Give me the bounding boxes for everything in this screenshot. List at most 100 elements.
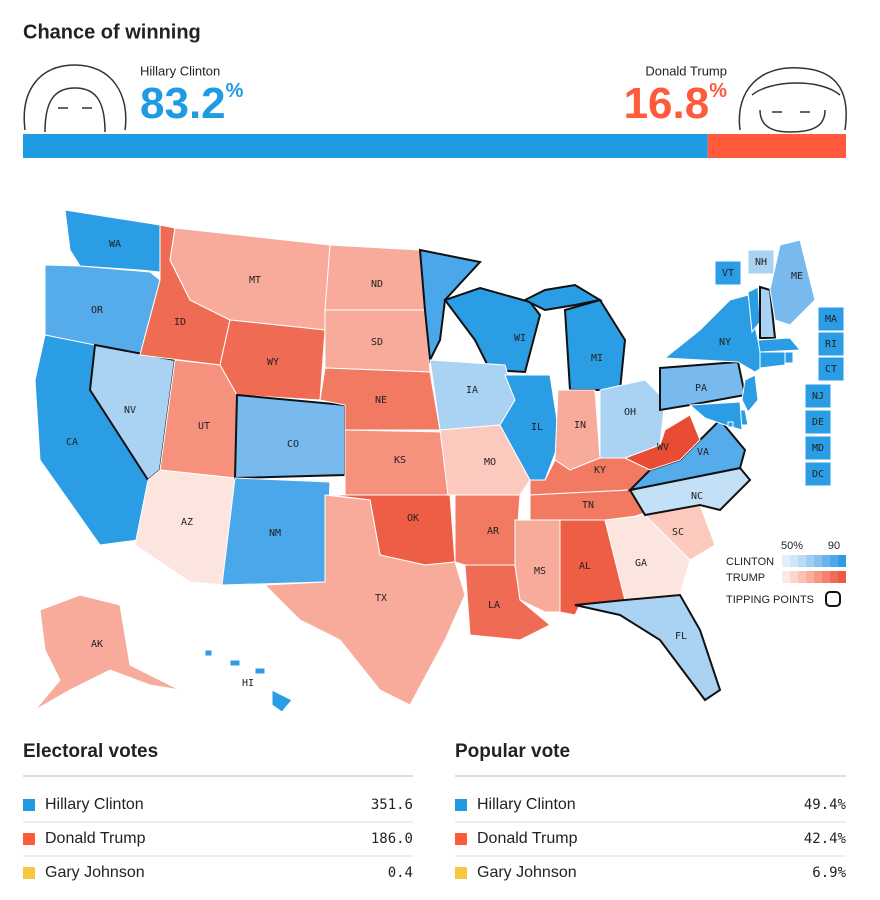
title: Chance of winning <box>23 21 201 43</box>
row-value: 186.0 <box>371 831 413 847</box>
row-value: 42.4% <box>804 831 847 847</box>
state-label: AR <box>487 526 500 537</box>
state-shape <box>439 424 531 496</box>
state-label: AK <box>91 639 103 650</box>
state: MO <box>439 424 531 496</box>
row-value: 49.4% <box>804 797 847 813</box>
chance-number: 83.2 <box>140 79 226 128</box>
state-shape <box>263 494 466 706</box>
row-swatch <box>23 833 35 845</box>
chance-unit: % <box>709 80 727 102</box>
legend-swatch <box>782 555 790 567</box>
state-label: MO <box>484 457 496 468</box>
state: NJ <box>741 374 832 413</box>
state-label: KY <box>594 465 606 476</box>
state: CT <box>759 351 845 382</box>
row-swatch <box>23 867 35 879</box>
row-name: Donald Trump <box>477 830 578 847</box>
state-shape <box>233 393 346 480</box>
state-label: TN <box>582 500 594 511</box>
chance-segment <box>23 134 708 158</box>
state-label: KS <box>394 455 406 466</box>
state-box <box>817 306 845 332</box>
state-label: SD <box>371 337 383 348</box>
state-shape <box>418 248 482 364</box>
state-shape <box>34 594 181 711</box>
state: WA <box>64 209 161 273</box>
state-label: NJ <box>812 391 824 402</box>
state-label: HI <box>242 678 254 689</box>
state-label: WI <box>514 333 526 344</box>
legend-swatch <box>838 571 846 583</box>
state: NH <box>747 249 777 339</box>
state: RI <box>784 331 845 364</box>
state-shape <box>204 649 213 657</box>
state-shape <box>759 351 786 369</box>
state-label: MT <box>249 275 261 286</box>
state-shape <box>324 244 426 311</box>
state-label: NY <box>719 337 731 348</box>
state-label: TX <box>375 593 387 604</box>
state: IA <box>429 359 516 431</box>
chance-unit: % <box>226 80 244 102</box>
state-label: OH <box>624 407 636 418</box>
state: GA <box>604 514 691 601</box>
state-label: WV <box>657 442 669 453</box>
state-box <box>817 331 845 357</box>
row-value: 351.6 <box>371 797 413 813</box>
legend-tipping-box <box>825 591 841 607</box>
chance-segment <box>707 134 846 158</box>
state-shape <box>769 239 816 326</box>
state-shape <box>623 414 701 471</box>
state-label: IN <box>574 420 586 431</box>
legend-low: 50% <box>781 540 803 552</box>
candidate-name: Hillary Clinton <box>140 63 220 78</box>
table-title: Electoral votes <box>23 741 158 762</box>
state-shape <box>759 285 777 339</box>
state: PA <box>659 360 747 412</box>
state-shape <box>727 421 734 428</box>
state-box <box>747 249 775 275</box>
state: HI <box>204 649 293 713</box>
state-label: ND <box>371 279 383 290</box>
state: FL <box>574 593 722 702</box>
state: DE <box>737 409 832 435</box>
state-label: WY <box>267 357 279 368</box>
state-label: SC <box>672 527 684 538</box>
state: MI <box>522 283 627 391</box>
state-label: WA <box>109 239 121 250</box>
row-name: Gary Johnson <box>477 864 577 881</box>
legend-swatch <box>822 555 830 567</box>
legend-swatch <box>782 571 790 583</box>
row-value: 0.4 <box>388 865 413 881</box>
state-label: UT <box>198 421 210 432</box>
row-swatch <box>455 867 467 879</box>
state-shape <box>563 298 627 391</box>
state-label: PA <box>695 383 707 394</box>
legend-swatch <box>806 571 814 583</box>
row-swatch <box>455 799 467 811</box>
legend-clinton: CLINTON <box>726 556 774 568</box>
state-shape <box>254 667 266 675</box>
state-label: IL <box>531 422 543 433</box>
state: KS <box>344 429 449 496</box>
state-label: CO <box>287 439 299 450</box>
legend-swatch <box>790 555 798 567</box>
row-name: Gary Johnson <box>45 864 145 881</box>
state-label: NH <box>755 257 767 268</box>
state-label: ME <box>791 271 803 282</box>
state-label: RI <box>825 339 837 350</box>
chance-value: 83.2% <box>140 79 244 128</box>
state: WV <box>623 414 701 471</box>
state-label: ID <box>174 317 186 328</box>
state-label: LA <box>488 600 500 611</box>
state: TX <box>263 494 466 706</box>
state-label: AZ <box>181 517 193 528</box>
state: AR <box>454 494 521 566</box>
candidate-name: Donald Trump <box>645 63 727 78</box>
state-label: AL <box>579 561 591 572</box>
state-shape <box>757 337 802 353</box>
state-box <box>804 435 832 461</box>
